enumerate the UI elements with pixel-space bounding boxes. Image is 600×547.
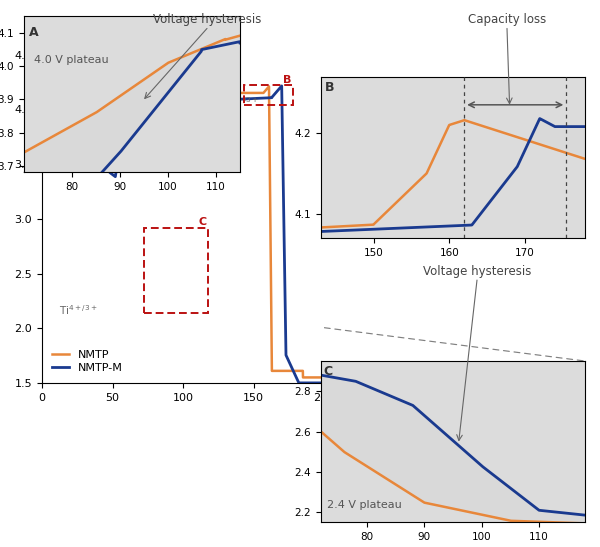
Text: B: B	[283, 75, 292, 85]
Text: B: B	[325, 80, 334, 94]
Text: A: A	[142, 86, 151, 96]
Text: Voltage hysteresis: Voltage hysteresis	[423, 265, 531, 277]
Legend: NMTP, NMTP-M: NMTP, NMTP-M	[47, 345, 127, 377]
Text: Ti$^{4+/3+}$: Ti$^{4+/3+}$	[59, 303, 98, 317]
Text: Mn$^{4+/3+}$: Mn$^{4+/3+}$	[214, 95, 259, 109]
Text: Mn$^{3+/2+}$: Mn$^{3+/2+}$	[151, 124, 196, 138]
Text: C: C	[199, 217, 207, 227]
Bar	[143, 228, 208, 313]
Text: 2.4 V plateau: 2.4 V plateau	[327, 501, 401, 510]
Text: C: C	[324, 365, 333, 378]
Bar	[140, 96, 204, 144]
Text: A: A	[29, 26, 38, 39]
Text: Capacity loss: Capacity loss	[468, 13, 546, 26]
Text: Voltage hysteresis: Voltage hysteresis	[153, 13, 261, 26]
Text: 4.0 V plateau: 4.0 V plateau	[34, 55, 108, 65]
Bar	[244, 85, 293, 105]
